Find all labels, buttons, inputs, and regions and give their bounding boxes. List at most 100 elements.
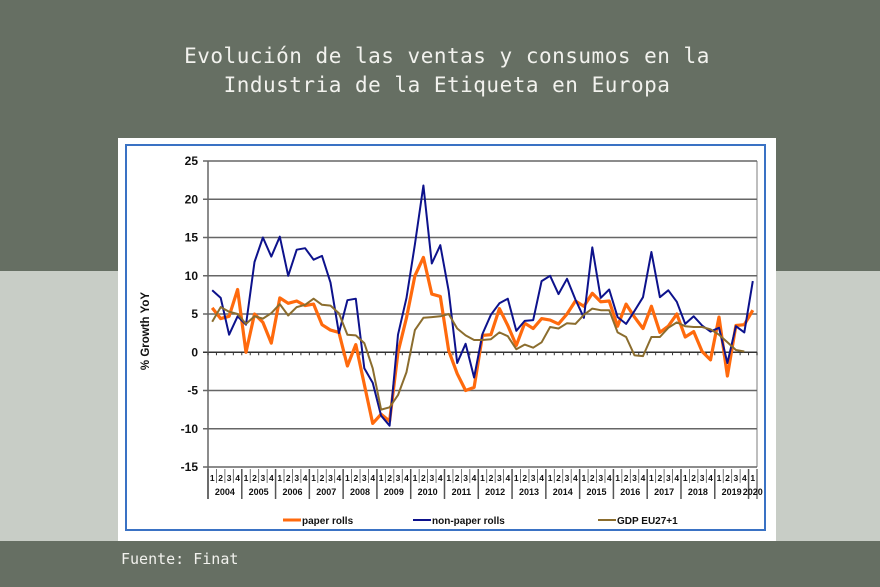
x-year-label: 2005 [249, 487, 269, 497]
x-quarter-label: 3 [396, 473, 401, 483]
x-quarter-label: 1 [514, 473, 519, 483]
gridlines [203, 160, 758, 468]
source-caption: Fuente: Finat [121, 550, 239, 568]
y-axis: 25 20 15 10 5 0 -5 -10 -15 [181, 154, 209, 499]
y-tick-label: 0 [191, 345, 198, 359]
x-quarter-label: 4 [404, 473, 409, 483]
x-quarter-label: 2 [489, 473, 494, 483]
legend-label: GDP EU27+1 [617, 516, 678, 527]
x-quarter-label: 2 [387, 473, 392, 483]
x-year-label: 2017 [654, 487, 674, 497]
x-year-label: 2010 [418, 487, 438, 497]
x-quarter-label: 1 [311, 473, 316, 483]
x-quarter-label: 3 [565, 473, 570, 483]
x-quarter-label: 4 [742, 473, 747, 483]
x-quarter-label: 3 [362, 473, 367, 483]
x-quarter-label: 2 [455, 473, 460, 483]
y-axis-title: % Growth YoY [140, 292, 152, 370]
x-quarter-label: 1 [480, 473, 485, 483]
x-quarter-label: 1 [750, 473, 755, 483]
x-quarter-label: 1 [446, 473, 451, 483]
x-quarter-label: 2 [421, 473, 426, 483]
x-year-label: 2011 [452, 487, 472, 497]
y-tick-label: -5 [187, 384, 198, 398]
x-quarter-label: 2 [218, 473, 223, 483]
x-quarter-label: 1 [413, 473, 418, 483]
x-year-label: 2020 [743, 487, 763, 497]
x-quarter-label: 2 [658, 473, 663, 483]
x-quarter-label: 3 [328, 473, 333, 483]
x-quarter-label: 4 [472, 473, 477, 483]
x-quarter-label: 2 [353, 473, 358, 483]
x-quarter-label: 3 [598, 473, 603, 483]
x-year-label: 2009 [384, 487, 404, 497]
series-lines [210, 184, 755, 427]
legend-label: paper rolls [302, 516, 354, 527]
x-quarter-label: 3 [261, 473, 266, 483]
x-year-label: 2007 [316, 487, 336, 497]
x-quarter-label: 3 [429, 473, 434, 483]
x-quarter-label: 1 [379, 473, 384, 483]
x-year-label: 2008 [350, 487, 370, 497]
x-quarter-label: 2 [725, 473, 730, 483]
x-quarter-label: 3 [294, 473, 299, 483]
y-tick-label: 20 [185, 192, 199, 206]
x-quarter-label: 4 [607, 473, 612, 483]
x-quarter-label: 4 [573, 473, 578, 483]
y-tick-label: 10 [185, 269, 199, 283]
x-quarter-label: 1 [548, 473, 553, 483]
series-line-non-paper-rolls [211, 184, 754, 427]
x-quarter-label: 4 [438, 473, 443, 483]
x-quarter-label: 3 [531, 473, 536, 483]
x-quarter-label: 1 [277, 473, 282, 483]
x-year-label: 2016 [620, 487, 640, 497]
x-quarter-label: 2 [286, 473, 291, 483]
x-quarter-label: 2 [691, 473, 696, 483]
x-quarter-label: 2 [252, 473, 257, 483]
x-quarter-label: 1 [345, 473, 350, 483]
x-quarter-label: 1 [649, 473, 654, 483]
x-quarter-label: 3 [227, 473, 232, 483]
x-quarter-label: 4 [641, 473, 646, 483]
x-quarter-label: 2 [522, 473, 527, 483]
y-tick-label: 5 [191, 307, 198, 321]
x-quarter-label: 3 [666, 473, 671, 483]
x-quarter-label: 2 [320, 473, 325, 483]
background-bottom-band [0, 541, 880, 587]
y-tick-label: -10 [181, 422, 199, 436]
x-quarter-label: 1 [717, 473, 722, 483]
page-title: Evolución de las ventas y consumos en la… [184, 44, 710, 97]
x-quarter-label: 3 [632, 473, 637, 483]
x-year-label: 2014 [553, 487, 573, 497]
x-quarter-label: 4 [337, 473, 342, 483]
x-quarter-label: 1 [210, 473, 215, 483]
x-year-label: 2013 [519, 487, 539, 497]
x-quarter-label: 1 [615, 473, 620, 483]
x-quarter-label: 3 [463, 473, 468, 483]
x-quarter-label: 1 [581, 473, 586, 483]
x-quarter-label: 4 [505, 473, 510, 483]
x-year-label: 2012 [485, 487, 505, 497]
x-quarter-label: 4 [674, 473, 679, 483]
x-quarter-label: 4 [539, 473, 544, 483]
x-year-label: 2004 [215, 487, 235, 497]
y-tick-label: -15 [181, 460, 199, 474]
series-line-gdp-eu27-1 [211, 297, 745, 411]
x-year-label: 2019 [722, 487, 742, 497]
x-quarter-label: 4 [269, 473, 274, 483]
x-quarter-label: 4 [708, 473, 713, 483]
x-quarter-label: 2 [556, 473, 561, 483]
x-quarter-label: 2 [590, 473, 595, 483]
x-year-label: 2018 [688, 487, 708, 497]
x-year-label: 2006 [282, 487, 302, 497]
x-quarter-label: 2 [624, 473, 629, 483]
chart-frame [125, 144, 766, 531]
x-quarter-label: 4 [303, 473, 308, 483]
x-quarter-label: 1 [244, 473, 249, 483]
x-quarter-label: 1 [683, 473, 688, 483]
legend-label: non-paper rolls [432, 516, 505, 527]
y-tick-label: 15 [185, 231, 199, 245]
